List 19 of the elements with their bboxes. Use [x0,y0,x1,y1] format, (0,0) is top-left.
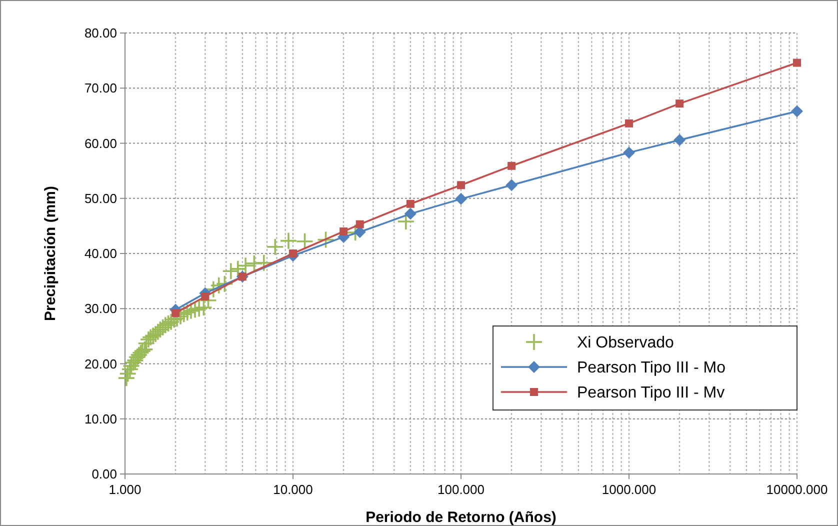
y-tick-label: 50.00 [84,190,117,206]
x-tick-label: 10000.000 [766,482,828,497]
x-tick-label: 1.000 [108,482,142,497]
y-tick-label: 80.00 [84,26,117,41]
legend-label: Pearson Tipo III - Mv [577,384,725,402]
x-tick-label: 1000.000 [602,482,656,497]
y-tick-label: 0.00 [92,466,117,482]
x-axis-title: Periodo de Retorno (Años) [366,509,556,526]
y-tick-label: 30.00 [84,301,117,316]
y-tick-label: 70.00 [84,80,117,96]
x-tick-label: 10.000 [273,482,313,497]
y-tick-label: 60.00 [84,136,117,151]
y-tick-label: 10.00 [84,411,117,426]
y-tick-label: 20.00 [84,356,117,372]
y-tick-label: 40.00 [84,246,117,262]
legend-label: Xi Observado [577,334,674,352]
legend-label: Pearson Tipo III - Mo [577,360,726,377]
y-axis-title: Precipitación (mm) [42,186,59,322]
x-tick-label: 100.000 [438,482,484,497]
